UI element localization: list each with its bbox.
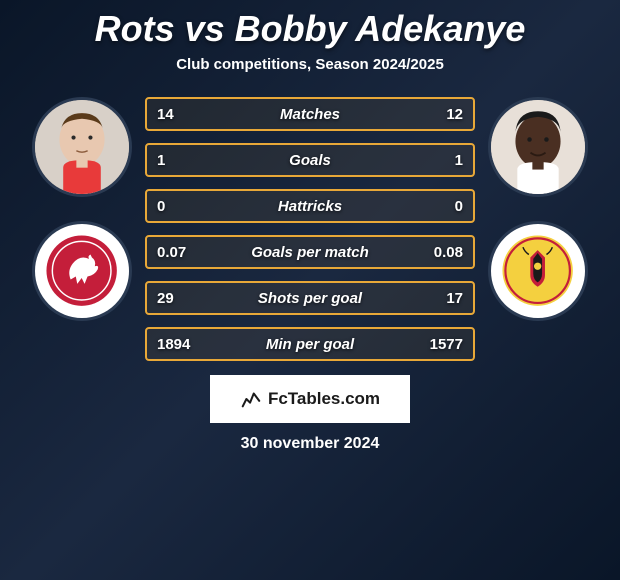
stat-right-value: 0.08 (434, 244, 463, 261)
player-right-avatar (488, 97, 588, 197)
stat-bar: 14Matches12 (145, 97, 475, 131)
player-right-column (483, 93, 593, 321)
stat-right-value: 1 (455, 152, 463, 169)
comparison-card: Rots vs Bobby Adekanye Club competitions… (0, 0, 620, 580)
club-right-badge (488, 221, 588, 321)
branding-text: FcTables.com (268, 389, 380, 409)
stat-label: Shots per goal (147, 290, 473, 307)
stats-column: 14Matches12 1Goals1 0Hattricks0 0.07Goals p… (145, 93, 475, 361)
stat-right-value: 1577 (430, 336, 463, 353)
stat-left-value: 1 (157, 152, 165, 169)
player-right-face-icon (491, 100, 585, 194)
club-left-badge (32, 221, 132, 321)
stat-left-value: 0 (157, 198, 165, 215)
stat-right-value: 17 (446, 290, 463, 307)
stat-bar: 1894Min per goal1577 (145, 327, 475, 361)
stat-left-value: 1894 (157, 336, 190, 353)
stat-label: Matches (147, 106, 473, 123)
club-left-crest-icon (45, 234, 118, 307)
player-left-face-icon (35, 100, 129, 194)
stat-label: Goals per match (147, 244, 473, 261)
stat-label: Min per goal (147, 336, 473, 353)
branding-badge: FcTables.com (210, 375, 410, 423)
stat-left-value: 14 (157, 106, 174, 123)
stat-label: Hattricks (147, 198, 473, 215)
stat-bar: 0.07Goals per match0.08 (145, 235, 475, 269)
chart-icon (240, 388, 262, 410)
main-area: 14Matches12 1Goals1 0Hattricks0 0.07Goals p… (0, 93, 620, 361)
stat-left-value: 0.07 (157, 244, 186, 261)
player-left-avatar (32, 97, 132, 197)
page-title: Rots vs Bobby Adekanye (95, 8, 526, 50)
club-right-crest-icon (501, 234, 574, 307)
player-left-column (27, 93, 137, 321)
stat-right-value: 0 (455, 198, 463, 215)
stat-left-value: 29 (157, 290, 174, 307)
subtitle: Club competitions, Season 2024/2025 (176, 56, 444, 73)
stat-bar: 0Hattricks0 (145, 189, 475, 223)
stat-label: Goals (147, 152, 473, 169)
stat-right-value: 12 (446, 106, 463, 123)
stat-bar: 1Goals1 (145, 143, 475, 177)
stat-bar: 29Shots per goal17 (145, 281, 475, 315)
date-line: 30 november 2024 (241, 435, 380, 453)
